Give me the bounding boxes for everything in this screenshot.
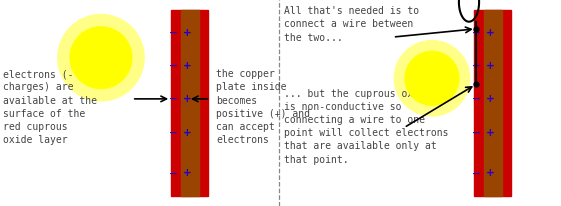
Text: −: − <box>169 61 178 71</box>
Bar <box>474 10 511 196</box>
Text: +: + <box>183 28 192 37</box>
Text: −: − <box>169 28 178 37</box>
Text: All that's needed is to
connect a wire between
the two...: All that's needed is to connect a wire b… <box>284 6 420 43</box>
Text: the copper
plate inside
becomes
positive (+) and
can accept
electrons: the copper plate inside becomes positive… <box>216 69 310 145</box>
Text: +: + <box>486 94 495 104</box>
Ellipse shape <box>394 41 470 116</box>
Text: ... but the cuprous oxide
is non-conductive so
connecting a wire to one
point wi: ... but the cuprous oxide is non-conduct… <box>284 89 449 165</box>
Text: −: − <box>472 94 481 104</box>
Text: +: + <box>486 28 495 37</box>
Text: +: + <box>183 169 192 178</box>
Text: −: − <box>472 169 481 178</box>
Text: −: − <box>472 61 481 71</box>
Bar <box>484 10 502 196</box>
Ellipse shape <box>58 14 144 101</box>
Text: +: + <box>183 128 192 138</box>
Ellipse shape <box>405 51 459 105</box>
Bar <box>181 10 199 196</box>
Ellipse shape <box>70 27 132 89</box>
Text: +: + <box>183 94 192 104</box>
Text: −: − <box>472 128 481 138</box>
Text: +: + <box>486 61 495 71</box>
Text: +: + <box>183 61 192 71</box>
Text: +: + <box>486 169 495 178</box>
Text: electrons (-
charges) are
available at the
surface of the
red cuprous
oxide laye: electrons (- charges) are available at t… <box>3 69 97 145</box>
Text: −: − <box>472 28 481 37</box>
Text: −: − <box>169 94 178 104</box>
Text: +: + <box>486 128 495 138</box>
Text: −: − <box>169 169 178 178</box>
Bar <box>171 10 208 196</box>
Text: −: − <box>169 128 178 138</box>
